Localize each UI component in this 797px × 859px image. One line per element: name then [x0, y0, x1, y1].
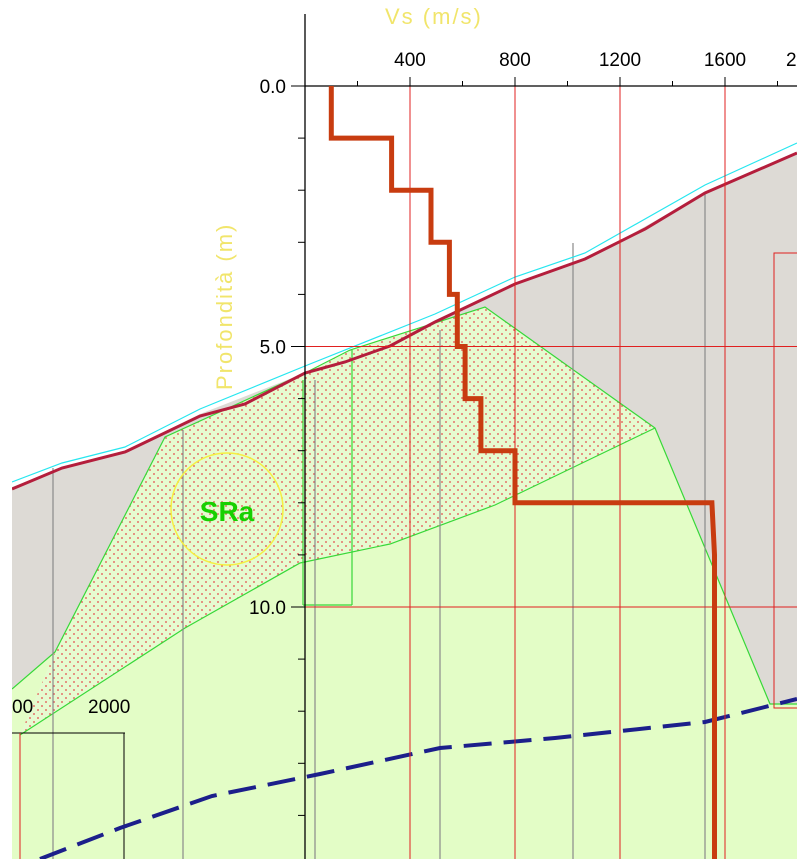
x-axis-title: Vs (m/s) — [385, 4, 483, 29]
x-tick-label: 1200 — [599, 50, 641, 71]
y-axis-title: Profondità (m) — [212, 223, 237, 390]
unit-label: SRa — [200, 496, 255, 527]
x-tick-label: 2 — [786, 50, 797, 71]
x-tick-label: 400 — [394, 50, 426, 71]
y-tick-label: 10.0 — [249, 598, 286, 619]
inset-tick-label: 00 — [12, 697, 33, 718]
inset-tick-label: 2000 — [88, 697, 130, 718]
y-tick-label: 0.0 — [260, 77, 286, 98]
y-tick-label: 5.0 — [260, 338, 286, 359]
x-tick-label: 1600 — [704, 50, 746, 71]
x-tick-label: 800 — [499, 50, 531, 71]
